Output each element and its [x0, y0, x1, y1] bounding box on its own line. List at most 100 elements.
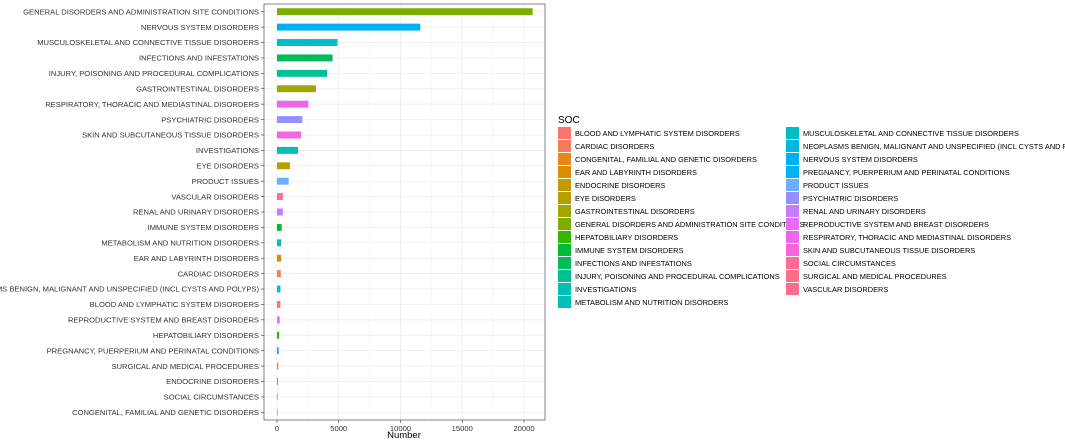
y-tick-label: GENERAL DISORDERS AND ADMINISTRATION SIT… — [23, 7, 259, 16]
y-tick-label: EYE DISORDERS — [197, 161, 259, 170]
x-tick-label: 10000 — [390, 424, 411, 433]
bar — [276, 362, 279, 370]
legend-swatch — [786, 140, 799, 152]
legend-swatch — [786, 231, 799, 243]
legend-label: ENDOCRINE DISORDERS — [575, 181, 665, 190]
bar — [276, 54, 333, 62]
y-tick-label: VASCULAR DISORDERS — [171, 192, 259, 201]
x-axis: 0 5000 10000 15000 20000 — [275, 420, 535, 433]
legend-label: INVESTIGATIONS — [575, 285, 637, 294]
legend-swatch — [786, 205, 799, 217]
legend-swatch — [786, 179, 799, 191]
bar — [276, 254, 282, 262]
legend-label: EYE DISORDERS — [575, 194, 636, 203]
legend-label: SKIN AND SUBCUTANEOUS TISSUE DISORDERS — [803, 246, 975, 255]
legend-swatch — [558, 140, 571, 152]
y-tick-label: ENDOCRINE DISORDERS — [166, 377, 259, 386]
y-tick-label: GASTROINTESTINAL DISORDERS — [136, 84, 259, 93]
bar-series — [276, 8, 533, 416]
x-tick-label: 5000 — [330, 424, 347, 433]
y-tick-label: PSYCHIATRIC DISORDERS — [161, 115, 259, 124]
bar — [276, 69, 327, 77]
legend-label: NERVOUS SYSTEM DISORDERS — [803, 155, 918, 164]
bar — [276, 177, 289, 185]
bar — [276, 378, 279, 385]
legend-swatch — [558, 270, 571, 282]
legend-swatch — [786, 244, 799, 256]
legend-label: REPRODUCTIVE SYSTEM AND BREAST DISORDERS — [803, 220, 989, 229]
legend-label: GASTROINTESTINAL DISORDERS — [575, 207, 695, 216]
legend-label: HEPATOBILIARY DISORDERS — [575, 233, 678, 242]
legend-label: SURGICAL AND MEDICAL PROCEDURES — [803, 272, 947, 281]
legend-swatch — [558, 192, 571, 204]
bar — [276, 393, 278, 401]
legend-label: CONGENITAL, FAMILIAL AND GENETIC DISORDE… — [575, 155, 757, 164]
legend-title: SOC — [558, 115, 580, 126]
legend-swatch — [558, 205, 571, 217]
bar — [276, 347, 279, 355]
legend-swatch — [558, 127, 571, 139]
legend-swatch — [786, 153, 799, 165]
y-tick-label: INJURY, POISONING AND PROCEDURAL COMPLIC… — [49, 69, 259, 78]
legend-label: RENAL AND URINARY DISORDERS — [803, 207, 926, 216]
legend-label: IMMUNE SYSTEM DISORDERS — [575, 246, 683, 255]
legend-swatch — [558, 283, 571, 295]
bar — [276, 316, 280, 324]
legend-swatch — [786, 166, 799, 178]
y-tick-label: PRODUCT ISSUES — [192, 177, 259, 186]
y-tick-label: HEPATOBILIARY DISORDERS — [153, 331, 259, 340]
legend-swatch — [786, 270, 799, 282]
legend-label: SOCIAL CIRCUMSTANCES — [803, 259, 896, 268]
legend-label: RESPIRATORY, THORACIC AND MEDIASTINAL DI… — [803, 233, 1011, 242]
x-tick-label: 20000 — [513, 424, 534, 433]
bar — [276, 193, 283, 201]
legend-label: GENERAL DISORDERS AND ADMINISTRATION SIT… — [575, 220, 805, 229]
y-tick-label: MUSCULOSKELETAL AND CONNECTIVE TISSUE DI… — [37, 38, 259, 47]
legend-label: CARDIAC DISORDERS — [575, 142, 654, 151]
y-tick-label: SOCIAL CIRCUMSTANCES — [164, 393, 259, 402]
y-tick-label: CARDIAC DISORDERS — [178, 269, 259, 278]
legend-label: EAR AND LABYRINTH DISORDERS — [575, 168, 697, 177]
y-tick-label: NEOPLASMS BENIGN, MALIGNANT AND UNSPECIF… — [0, 285, 259, 294]
bar — [276, 23, 421, 31]
y-tick-label: NERVOUS SYSTEM DISORDERS — [141, 23, 259, 32]
bar — [276, 223, 282, 231]
y-tick-label: REPRODUCTIVE SYSTEM AND BREAST DISORDERS — [68, 316, 259, 325]
legend-label: NEOPLASMS BENIGN, MALIGNANT AND UNSPECIF… — [803, 142, 1065, 151]
legend-swatch — [558, 231, 571, 243]
legend-swatch — [558, 179, 571, 191]
bar — [276, 146, 298, 154]
bar — [276, 408, 278, 416]
bar — [276, 100, 309, 108]
y-tick-label: IMMUNE SYSTEM DISORDERS — [148, 223, 259, 232]
legend-swatch — [786, 283, 799, 295]
y-tick-label: RENAL AND URINARY DISORDERS — [133, 208, 259, 217]
bar — [276, 116, 303, 124]
y-tick-label: PREGNANCY, PUERPERIUM AND PERINATAL COND… — [47, 346, 259, 355]
legend-swatch — [558, 244, 571, 256]
legend-label: BLOOD AND LYMPHATIC SYSTEM DISORDERS — [575, 129, 740, 138]
legend-swatch — [558, 153, 571, 165]
bar — [276, 162, 290, 170]
bar — [276, 131, 302, 139]
grid-lines — [264, 4, 545, 420]
legend-label: VASCULAR DISORDERS — [803, 285, 888, 294]
bar — [276, 285, 281, 293]
y-tick-label: METABOLISM AND NUTRITION DISORDERS — [101, 239, 259, 248]
y-axis: GENERAL DISORDERS AND ADMINISTRATION SIT… — [0, 7, 264, 417]
legend-swatch — [558, 296, 571, 308]
legend-label: PRODUCT ISSUES — [803, 181, 869, 190]
legend-label: INJURY, POISONING AND PROCEDURAL COMPLIC… — [575, 272, 780, 281]
y-tick-label: INVESTIGATIONS — [196, 146, 259, 155]
legend-swatch — [558, 166, 571, 178]
x-tick-label: 15000 — [452, 424, 473, 433]
y-tick-label: RESPIRATORY, THORACIC AND MEDIASTINAL DI… — [45, 100, 259, 109]
bar — [276, 85, 316, 93]
legend: SOC BLOOD AND LYMPHATIC SYSTEM DISORDERS… — [558, 115, 1065, 308]
bar — [276, 8, 533, 16]
y-tick-label: BLOOD AND LYMPHATIC SYSTEM DISORDERS — [90, 300, 259, 309]
bar — [276, 39, 338, 46]
y-tick-label: EAR AND LABYRINTH DISORDERS — [134, 254, 259, 263]
bar — [276, 331, 280, 339]
